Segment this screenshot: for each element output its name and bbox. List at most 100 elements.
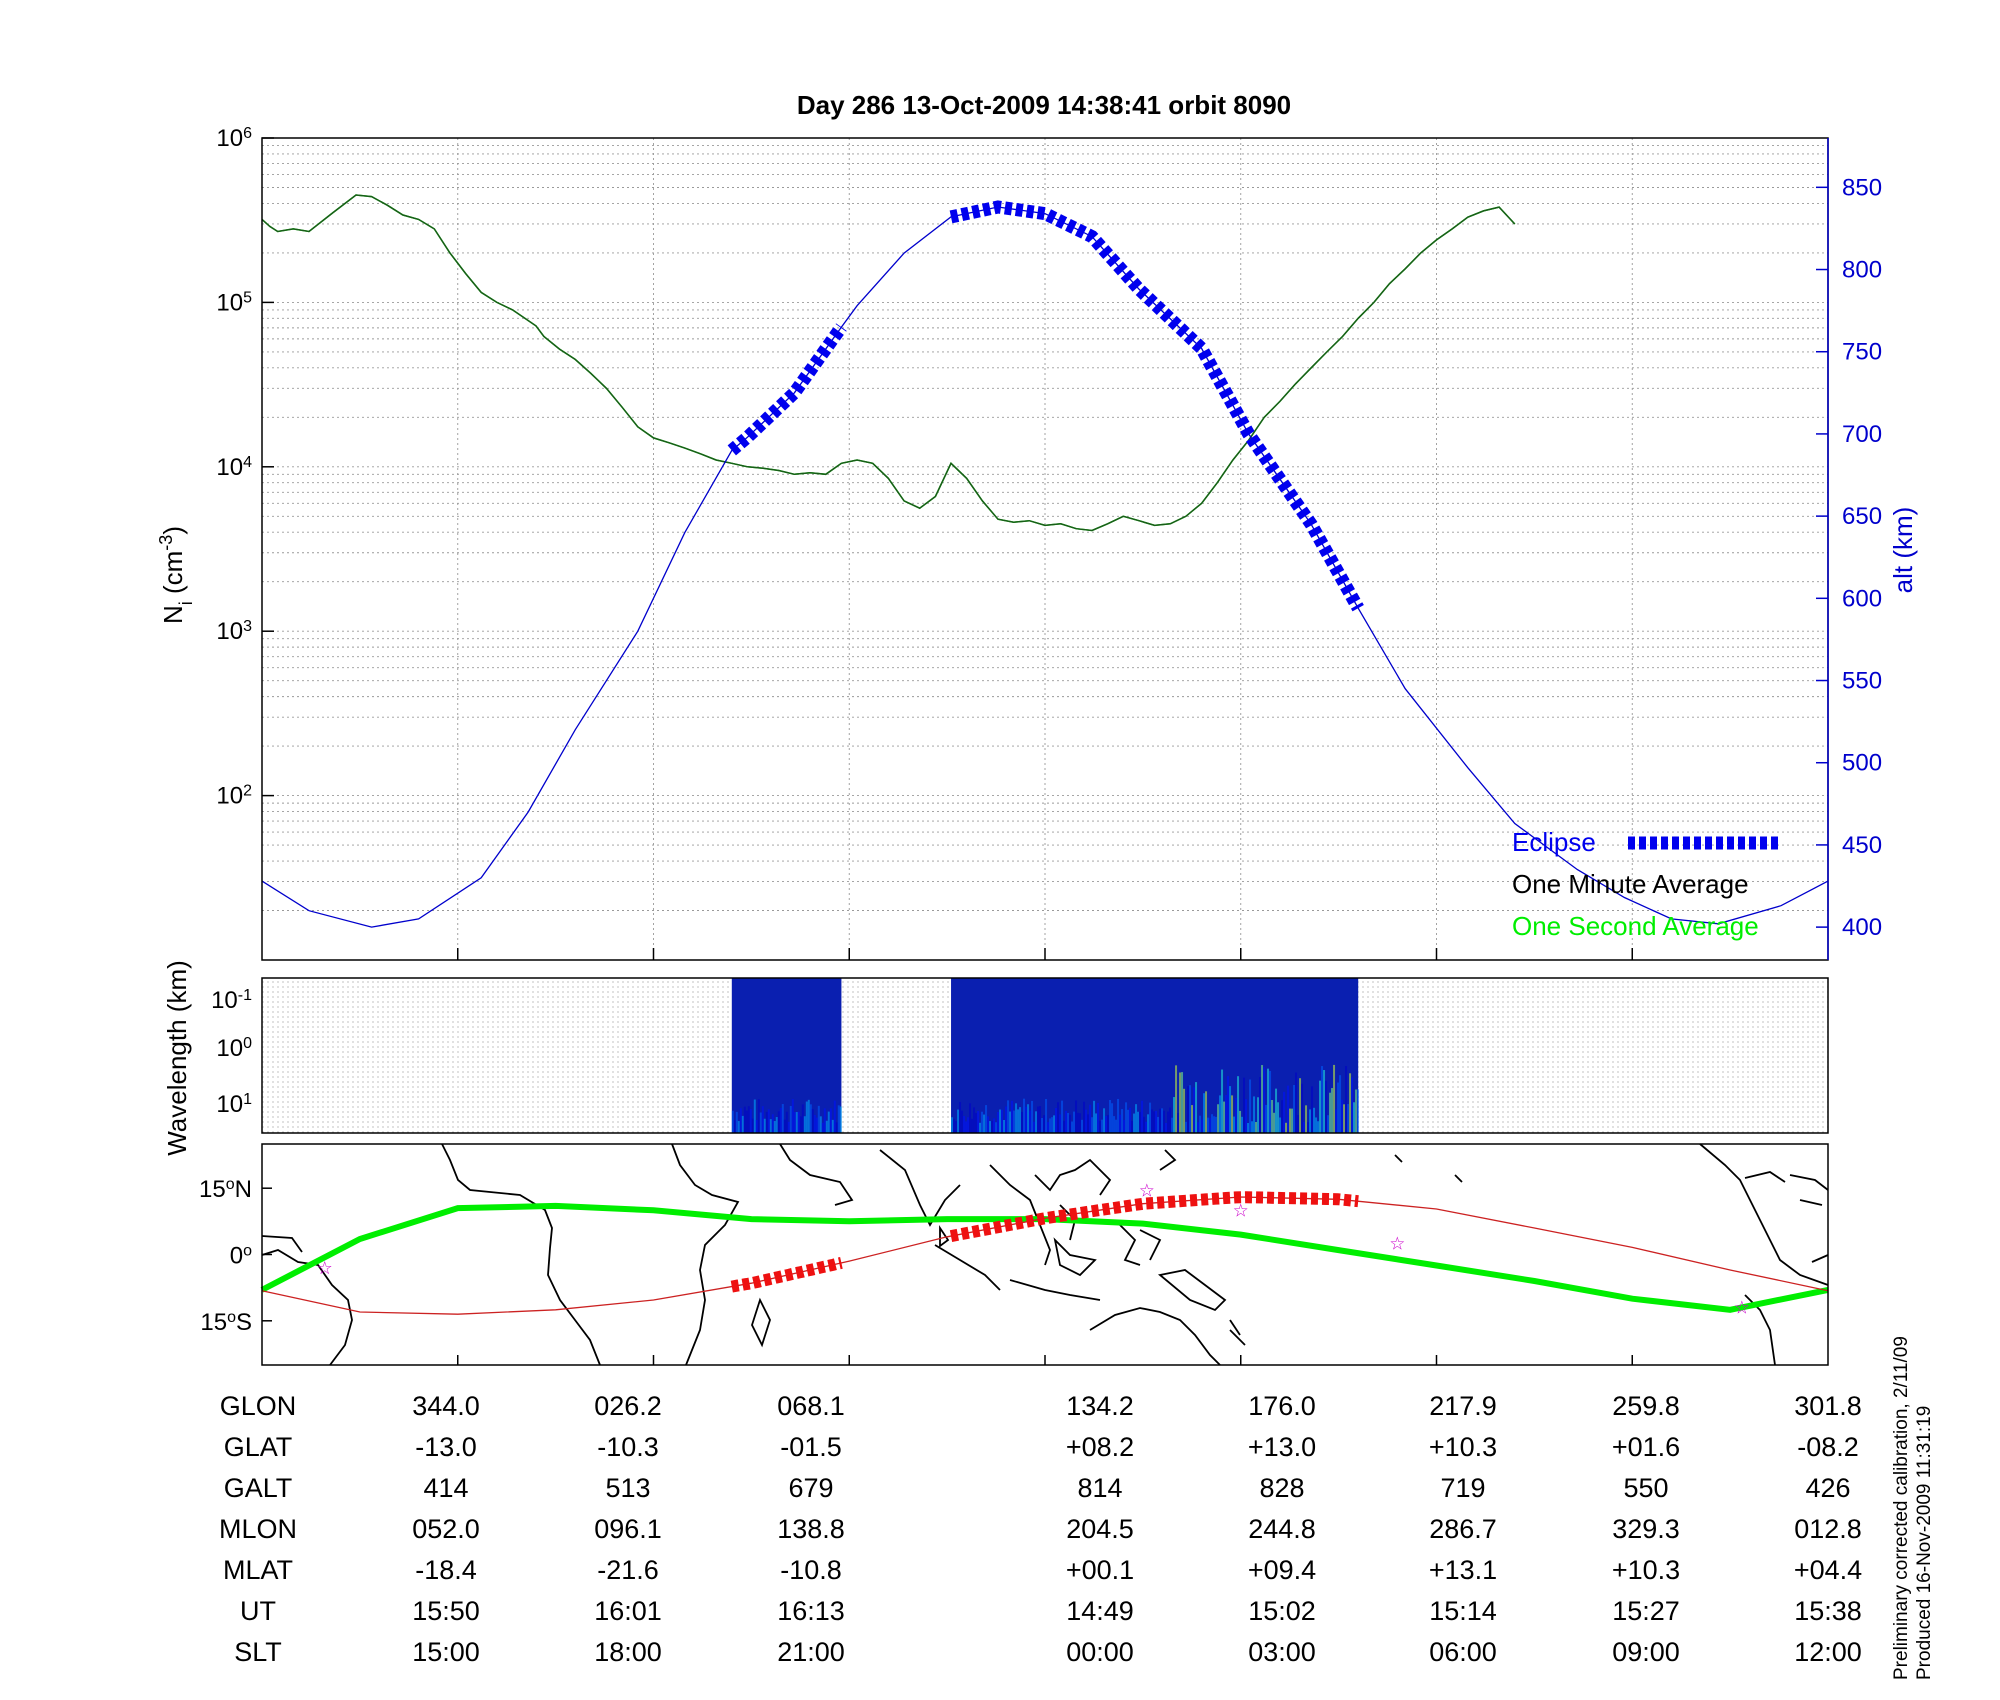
spectrogram-column: [1191, 1105, 1194, 1133]
station-star-icon: ☆: [1233, 1200, 1249, 1221]
map-ticks: 15oN 0o 15oS: [199, 1176, 1633, 1365]
spectrogram-column: [1343, 1104, 1346, 1133]
spectrogram-column: [1077, 1112, 1080, 1133]
table-cell: -13.0: [415, 1432, 477, 1462]
spectrogram-column: [1067, 1112, 1070, 1133]
spectrogram-column: [959, 1101, 962, 1133]
spectrogram-column: [1063, 1120, 1066, 1133]
spectrogram-column: [761, 1106, 764, 1133]
spectrogram-column: [977, 1111, 980, 1133]
spectrogram-column: [1133, 1113, 1136, 1133]
table-cell: +00.1: [1066, 1555, 1134, 1585]
spectrogram-column: [1057, 1102, 1060, 1133]
spectrogram-column: [1079, 1113, 1082, 1133]
spectrogram-column: [781, 1104, 784, 1133]
spectrogram-column: [951, 1117, 954, 1133]
spectrogram-column: [1069, 1114, 1072, 1133]
table-cell: +13.0: [1248, 1432, 1316, 1462]
table-cell: 814: [1077, 1473, 1122, 1503]
table-cell: 16:13: [777, 1596, 845, 1626]
spectrogram-ytick-label: 101: [216, 1091, 252, 1119]
spectrogram-column: [733, 1120, 736, 1133]
spectrogram-column: [1119, 1114, 1122, 1133]
spectrogram-column: [981, 1111, 984, 1133]
spectrogram-column: [1137, 1111, 1140, 1133]
spectrogram-column: [1225, 1095, 1228, 1133]
spectrogram-column: [1311, 1086, 1314, 1133]
spectrogram-column: [1081, 1119, 1084, 1133]
spectrogram-column: [1177, 1112, 1180, 1133]
spectrogram-column: [1045, 1099, 1048, 1133]
spectrogram-column: [953, 1118, 956, 1133]
spectrogram-column: [1013, 1110, 1016, 1133]
ground-track-line: [261, 1196, 1829, 1315]
spectrogram-column: [1121, 1109, 1124, 1133]
spectrogram-column: [1291, 1108, 1294, 1133]
table-cell: +10.3: [1429, 1432, 1497, 1462]
table-cell: 026.2: [594, 1391, 662, 1421]
spectrogram-data: [731, 978, 1360, 1133]
spectrogram-column: [1111, 1103, 1114, 1133]
spectrogram-column: [1293, 1084, 1296, 1133]
spectrogram-column: [1317, 1121, 1320, 1133]
spectrogram-ticks: 10-1 100 101: [211, 987, 252, 1119]
table-cell: -10.3: [597, 1432, 659, 1462]
density-left-ticks: 106 105 104 103 102: [216, 125, 274, 810]
spectrogram-column: [1017, 1109, 1020, 1133]
spectrogram-column: [1203, 1093, 1206, 1133]
map-tracks: ☆ ☆ ☆ ☆ ☆: [260, 1180, 1829, 1319]
table-cell: 138.8: [777, 1514, 845, 1544]
spectrogram-column: [775, 1117, 778, 1133]
table-cell: 09:00: [1612, 1637, 1680, 1667]
spectrogram-column: [827, 1111, 830, 1133]
chart-title: Day 286 13-Oct-2009 14:38:41 orbit 8090: [797, 90, 1291, 120]
magnetic-equator-line: [260, 1202, 1829, 1313]
spectrogram-column: [1201, 1119, 1204, 1133]
spectrogram-column: [771, 1114, 774, 1133]
spectrogram-column: [791, 1099, 794, 1133]
spectrogram-column: [1213, 1116, 1216, 1133]
map-frame: [261, 1143, 1829, 1366]
spectrogram-column: [1235, 1097, 1238, 1133]
spectrogram-column: [1325, 1080, 1328, 1133]
spectrogram-column: [1299, 1078, 1302, 1133]
spectrogram-column: [989, 1121, 992, 1133]
spectrogram-column: [793, 1112, 796, 1133]
spectrogram-column: [1195, 1082, 1198, 1133]
spectrogram-column: [1161, 1108, 1164, 1133]
spectrogram-column: [1207, 1117, 1210, 1133]
eclipse-segment: [727, 323, 847, 456]
spectrogram-column: [1331, 1088, 1334, 1133]
spectrogram-column: [1071, 1121, 1074, 1133]
spectrogram-ytick-label: 10-1: [211, 987, 252, 1015]
map-ytick-label: 15oS: [200, 1308, 252, 1336]
spectrogram-column: [1333, 1064, 1336, 1133]
spectrogram-column: [767, 1109, 770, 1133]
spectrogram-column: [739, 1108, 742, 1133]
spectrogram-column: [785, 1111, 788, 1133]
spectrogram-column: [1105, 1116, 1108, 1133]
spectrogram-column: [1267, 1068, 1270, 1133]
spectrogram-column: [1147, 1114, 1150, 1133]
density-ytick-label: 106: [216, 125, 252, 153]
spectrogram-column: [1253, 1096, 1256, 1133]
spectrogram-column: [1255, 1121, 1258, 1133]
table-cell: 00:00: [1066, 1637, 1134, 1667]
spectrogram-column: [1179, 1072, 1182, 1133]
spectrogram-column: [1135, 1104, 1138, 1133]
spectrogram-column: [1223, 1101, 1226, 1133]
spectrogram-column: [1023, 1098, 1026, 1133]
table-row-label: GLON: [220, 1391, 297, 1421]
spectrogram-column: [763, 1118, 766, 1133]
spectrogram-column: [1091, 1117, 1094, 1133]
spectrogram-column: [837, 1105, 840, 1133]
density-one-minute-line: [261, 194, 1516, 532]
spectrogram-column: [1089, 1104, 1092, 1133]
altitude-ytick-label: 750: [1842, 339, 1882, 366]
spectrogram-column: [1041, 1117, 1044, 1133]
spectrogram-column: [1309, 1109, 1312, 1133]
spectrogram-column: [1083, 1101, 1086, 1133]
table-cell: 344.0: [412, 1391, 480, 1421]
spectrogram-column: [1351, 1077, 1354, 1133]
table-cell: 15:02: [1248, 1596, 1316, 1626]
